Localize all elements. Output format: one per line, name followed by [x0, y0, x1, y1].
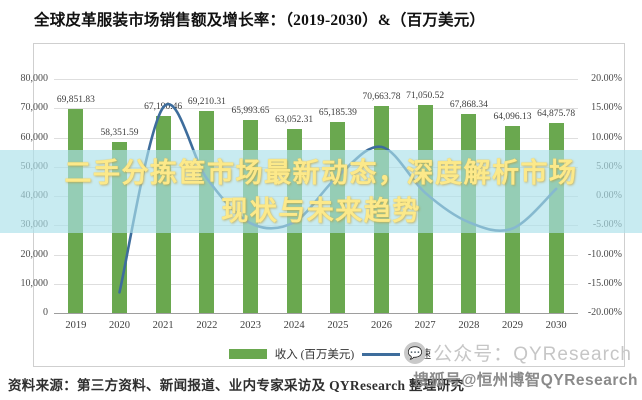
bar-value-label: 70,663.78: [362, 92, 401, 103]
bar-value-label: 67,868.34: [449, 100, 488, 111]
y-axis-right-tick: -10.00%: [587, 248, 622, 260]
y-axis-right-tick: 10.00%: [591, 131, 622, 143]
y-axis-right-tick: 20.00%: [591, 73, 622, 84]
x-axis-tick: 2023: [240, 320, 261, 331]
x-axis-tick: 2020: [109, 320, 130, 331]
headline-line-1: 二手分拣筐市场最新动态，深度解析市场: [64, 157, 578, 188]
wechat-watermark: 💬 公众号：QYResearch: [404, 339, 632, 366]
bar-value-label: 69,210.31: [187, 96, 226, 107]
x-axis-tick: 2019: [65, 320, 87, 331]
bar-value-label: 64,875.78: [537, 109, 576, 120]
x-axis-tick: 2022: [196, 320, 218, 331]
headline-overlay: 二手分拣筐市场最新动态，深度解析市场 现状与未来趋势: [0, 150, 642, 233]
x-axis-tick: 2028: [458, 320, 480, 331]
gridline: [54, 283, 578, 285]
y-axis-left-tick: 60,000: [20, 131, 49, 143]
wechat-logo-icon: 💬: [404, 341, 427, 364]
legend-revenue-label: 收入 (百万美元): [274, 349, 355, 361]
gridline: [54, 254, 578, 256]
x-axis-tick: 2021: [152, 320, 174, 331]
bar-value-label: 71,050.52: [406, 91, 445, 102]
y-axis-left-tick: 70,000: [20, 102, 49, 114]
gridline: [54, 313, 578, 314]
sohu-watermark: 搜狐号@恒州博智QYResearch: [413, 372, 638, 389]
y-axis-right-tick: -15.00%: [587, 277, 622, 289]
chart-title: 全球皮革服装市场销售额及增长率：（2019-2030）&（百万美元）: [34, 12, 486, 29]
y-axis-left-tick: 10,000: [20, 277, 49, 289]
gridline: [54, 79, 578, 80]
x-axis-tick: 2024: [283, 320, 305, 331]
x-axis-tick: 2030: [545, 320, 567, 331]
bar-value-label: 65,185.39: [318, 108, 357, 119]
legend-revenue-swatch: [228, 349, 267, 359]
wechat-watermark-text: 公众号：QYResearch: [433, 344, 632, 365]
y-axis-left-tick: 80,000: [20, 73, 49, 84]
y-axis-right-tick: 15.00%: [591, 102, 622, 114]
x-axis-tick: 2027: [414, 320, 436, 331]
legend-growth-swatch: [362, 352, 401, 356]
x-axis-tick: 2025: [327, 320, 349, 331]
bar-value-label: 58,351.59: [100, 128, 139, 139]
x-axis-tick: 2026: [371, 320, 392, 331]
x-axis-tick: 2029: [502, 320, 523, 331]
headline-line-2: 现状与未来趋势: [221, 195, 421, 226]
bar-value-label: 69,851.83: [56, 94, 95, 105]
y-axis-left-tick: 20,000: [20, 248, 49, 260]
source-note: 资料来源：第三方资料、新闻报道、业内专家采访及 QYResearch 整理研究: [8, 378, 465, 393]
y-axis-left-tick: 0: [43, 307, 48, 318]
y-axis-right-tick: -20.00%: [587, 307, 622, 318]
